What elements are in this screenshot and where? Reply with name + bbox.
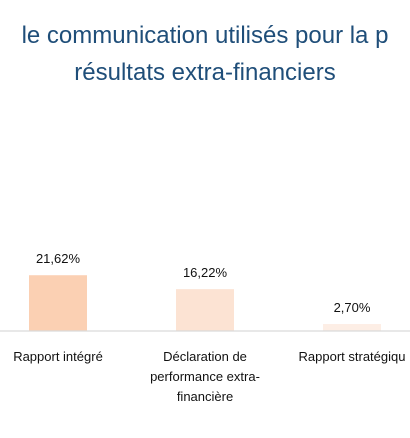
category-label-2-line-2: performance extra- (150, 369, 260, 384)
category-labels: Rapport intégré Déclaration de performance… (13, 349, 405, 404)
bar-1 (29, 275, 87, 331)
bars-layer (29, 275, 381, 331)
data-label-1: 21,62% (36, 251, 81, 266)
bar-3 (323, 324, 381, 331)
chart-title-line-2: résultats extra-financiers (74, 59, 336, 86)
data-label-2: 16,22% (183, 265, 228, 280)
labels-layer: 21,62% 16,22% 2,70% (36, 251, 371, 315)
chart-title-line-1: le communication utilisés pour la p (21, 22, 389, 49)
category-label-2-line-1: Déclaration de (163, 349, 247, 364)
bar-2 (176, 289, 234, 331)
category-label-2-line-3: financière (177, 389, 233, 404)
category-label-1-line-1: Rapport intégré (13, 349, 103, 364)
data-label-3: 2,70% (334, 300, 371, 315)
category-label-3-line-1: Rapport stratégiqu (299, 349, 406, 364)
